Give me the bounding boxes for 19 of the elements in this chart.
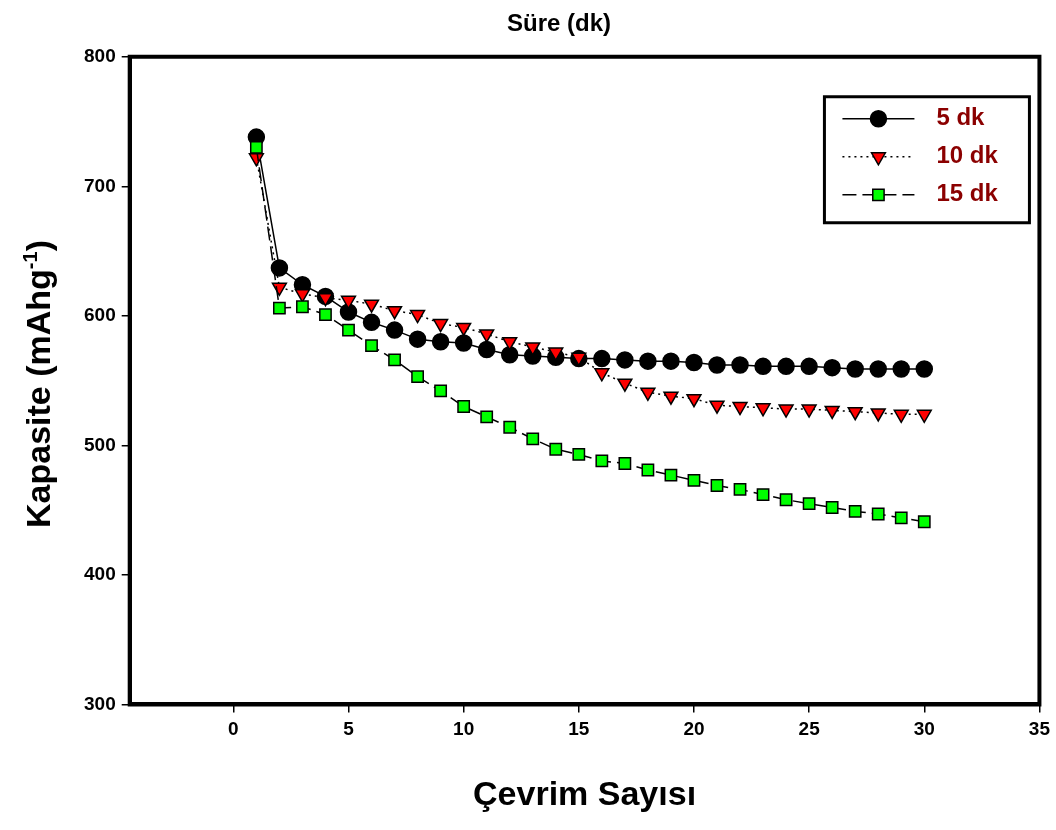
y-tick-label: 400 — [84, 563, 116, 585]
y-tick-label: 600 — [84, 304, 116, 326]
x-tick-label: 10 — [453, 718, 475, 740]
x-tick-label: 20 — [683, 718, 705, 740]
y-tick-label: 500 — [84, 433, 116, 455]
x-axis-title: Çevrim Sayısı — [473, 773, 697, 812]
x-tick-label: 35 — [1028, 718, 1051, 740]
y-tick-label: 700 — [84, 174, 116, 196]
x-tick-label: 0 — [228, 718, 239, 740]
x-tick-label: 30 — [913, 718, 935, 740]
x-tick-label: 25 — [798, 718, 821, 740]
chart-title: Süre (dk) — [506, 9, 612, 37]
legend-label: 15 dk — [936, 179, 999, 207]
y-tick-label: 300 — [84, 692, 116, 714]
legend-label: 10 dk — [936, 141, 999, 169]
x-tick-label: 5 — [343, 718, 355, 740]
x-tick-label: 15 — [568, 718, 590, 740]
y-tick-label: 800 — [84, 45, 116, 67]
legend-label: 5 dk — [936, 103, 986, 131]
